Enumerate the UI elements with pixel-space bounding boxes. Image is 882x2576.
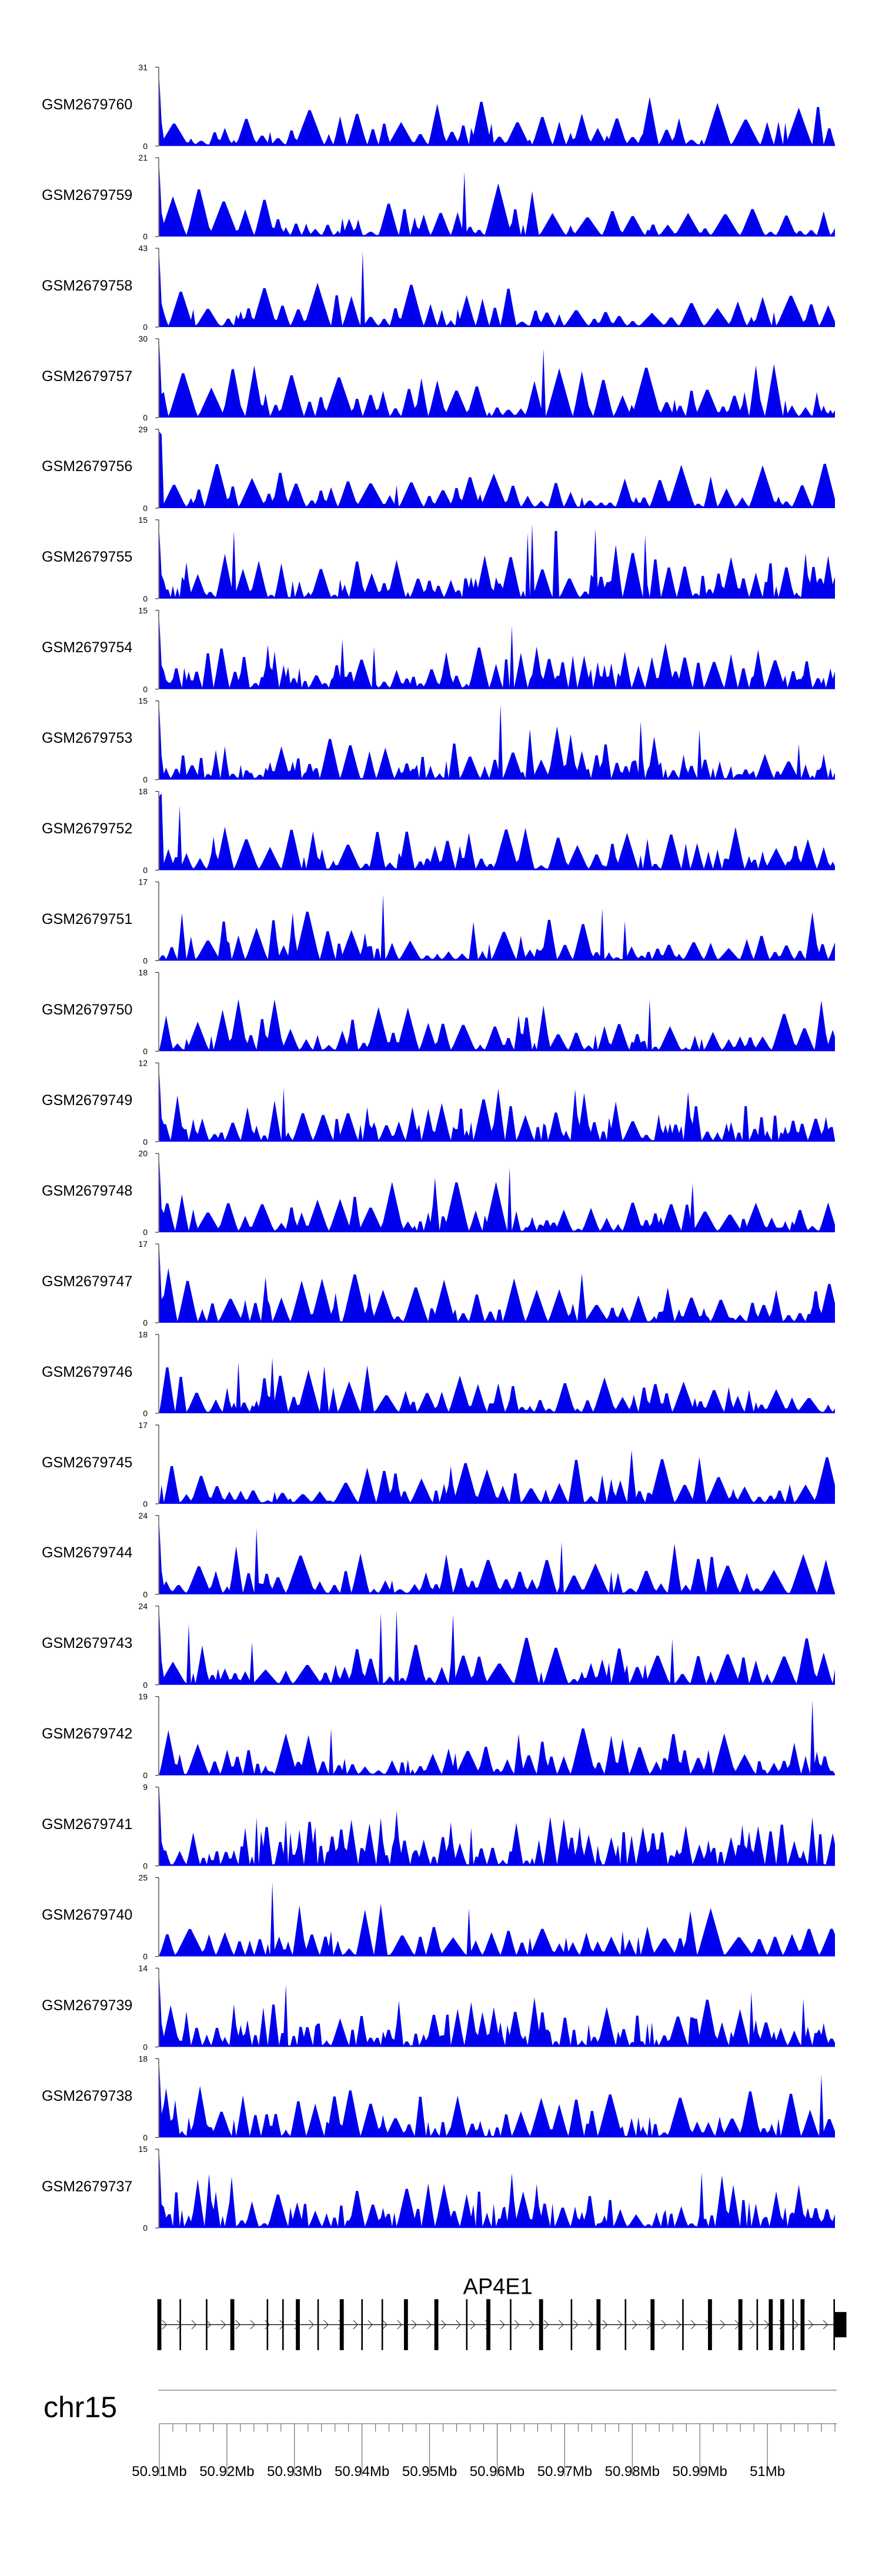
svg-text:0: 0 xyxy=(143,775,148,785)
svg-text:30: 30 xyxy=(138,334,148,343)
svg-text:0: 0 xyxy=(143,1590,148,1599)
svg-text:43: 43 xyxy=(138,243,148,253)
svg-text:18: 18 xyxy=(138,2054,148,2063)
svg-text:50.91Mb: 50.91Mb xyxy=(132,2464,186,2480)
svg-text:0: 0 xyxy=(143,1771,148,1780)
svg-text:15: 15 xyxy=(138,2144,148,2154)
svg-text:18: 18 xyxy=(138,787,148,796)
svg-text:50.98Mb: 50.98Mb xyxy=(605,2464,660,2480)
svg-text:50.94Mb: 50.94Mb xyxy=(335,2464,389,2480)
svg-text:0: 0 xyxy=(143,1318,148,1327)
svg-text:0: 0 xyxy=(143,322,148,332)
svg-text:AP4E1: AP4E1 xyxy=(463,2274,532,2299)
svg-text:0: 0 xyxy=(143,956,148,965)
svg-text:12: 12 xyxy=(138,1058,148,1067)
svg-text:50.97Mb: 50.97Mb xyxy=(537,2464,592,2480)
svg-text:0: 0 xyxy=(143,232,148,241)
svg-text:0: 0 xyxy=(143,2133,148,2142)
svg-text:20: 20 xyxy=(138,1149,148,1158)
svg-text:0: 0 xyxy=(143,1409,148,1418)
svg-text:9: 9 xyxy=(143,1783,148,1792)
svg-text:14: 14 xyxy=(138,1963,148,1973)
svg-text:0: 0 xyxy=(143,866,148,875)
svg-text:17: 17 xyxy=(138,877,148,886)
svg-text:50.96Mb: 50.96Mb xyxy=(470,2464,524,2480)
svg-text:51Mb: 51Mb xyxy=(750,2464,785,2480)
svg-text:0: 0 xyxy=(143,1227,148,1237)
svg-text:50.92Mb: 50.92Mb xyxy=(199,2464,254,2480)
svg-text:15: 15 xyxy=(138,515,148,525)
svg-text:25: 25 xyxy=(138,1873,148,1883)
svg-text:24: 24 xyxy=(138,1601,148,1611)
svg-text:0: 0 xyxy=(143,503,148,513)
svg-text:0: 0 xyxy=(143,1137,148,1146)
svg-text:0: 0 xyxy=(143,1499,148,1509)
svg-text:17: 17 xyxy=(138,1239,148,1249)
svg-text:31: 31 xyxy=(138,62,148,72)
svg-text:0: 0 xyxy=(143,1861,148,1871)
svg-text:0: 0 xyxy=(143,2223,148,2233)
svg-text:50.95Mb: 50.95Mb xyxy=(402,2464,457,2480)
svg-text:29: 29 xyxy=(138,425,148,434)
svg-text:0: 0 xyxy=(143,1046,148,1056)
svg-text:0: 0 xyxy=(143,141,148,151)
svg-text:19: 19 xyxy=(138,1692,148,1701)
svg-text:15: 15 xyxy=(138,696,148,706)
svg-text:50.93Mb: 50.93Mb xyxy=(267,2464,322,2480)
svg-text:18: 18 xyxy=(138,1330,148,1339)
svg-text:50.99Mb: 50.99Mb xyxy=(672,2464,727,2480)
svg-text:18: 18 xyxy=(138,967,148,977)
svg-text:21: 21 xyxy=(138,153,148,162)
svg-text:0: 0 xyxy=(143,1680,148,1690)
svg-text:15: 15 xyxy=(138,606,148,615)
svg-text:0: 0 xyxy=(143,2042,148,2051)
svg-text:17: 17 xyxy=(138,1420,148,1430)
svg-text:0: 0 xyxy=(143,413,148,422)
svg-text:0: 0 xyxy=(143,1952,148,1961)
svg-text:24: 24 xyxy=(138,1511,148,1520)
svg-text:0: 0 xyxy=(143,594,148,603)
svg-text:0: 0 xyxy=(143,685,148,694)
